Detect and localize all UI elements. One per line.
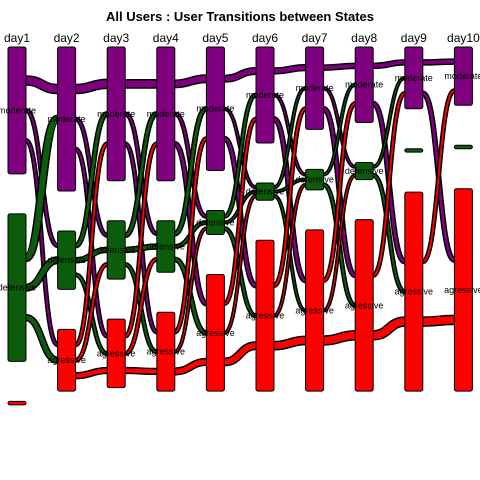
node-label: moderate [246,90,284,100]
flow-agressive-to-moderate [423,91,455,262]
flow-agressive-to-agressive [125,371,157,372]
node-label: moderate [395,73,433,83]
node-label: moderate [97,109,135,119]
node-label: defensive [47,255,86,265]
node-agressive [8,401,26,404]
node-label: moderate [296,83,334,93]
day-label: day1 [4,31,30,45]
node-label: agressive [97,348,136,358]
node-label: moderate [48,114,86,124]
day-label: day5 [202,31,228,45]
node-label: agressive [444,285,480,295]
node-label: defensive [345,166,384,176]
node-label: agressive [395,287,434,297]
day-label: day7 [302,31,328,45]
node-label: moderate [0,105,36,115]
day-label: day6 [252,31,278,45]
node-label: defensive [97,245,136,255]
flow-agressive-to-agressive [373,322,405,336]
day-label: day10 [447,31,480,45]
node-label: agressive [47,355,86,365]
day-label: day8 [351,31,377,45]
node-label: moderate [345,80,383,90]
flows-layer [26,62,454,376]
day-label: day2 [54,31,80,45]
node-label: defensive [0,283,36,293]
node-label: defensive [295,175,334,185]
node-defensive [454,145,472,148]
node-label: agressive [246,311,285,321]
flow-defensive-to-moderate [373,78,405,167]
node-label: agressive [147,347,186,357]
node-label: defensive [246,187,285,197]
day-labels: day1 day2 day3 day4 day5 day6 day7 day8 day9 day1… [4,31,480,45]
flow-agressive-to-defensive [125,259,157,353]
node-defensive [405,149,423,152]
chart-title: All Users : User Transitions between Sta… [106,9,374,24]
node-label: agressive [295,306,334,316]
day-label: day4 [153,31,179,45]
flow-agressive-to-agressive [423,320,455,322]
node-label: defensive [147,241,186,251]
day-label: day3 [103,31,129,45]
flow-moderate-to-moderate [324,66,356,68]
node-label: moderate [444,71,480,81]
day-label: day9 [401,31,427,45]
node-label: agressive [345,300,384,310]
node-label: moderate [196,104,234,114]
node-label: defensive [196,217,235,227]
node-label: moderate [147,109,185,119]
flow-moderate-to-moderate [423,62,455,63]
node-label: agressive [196,328,235,338]
